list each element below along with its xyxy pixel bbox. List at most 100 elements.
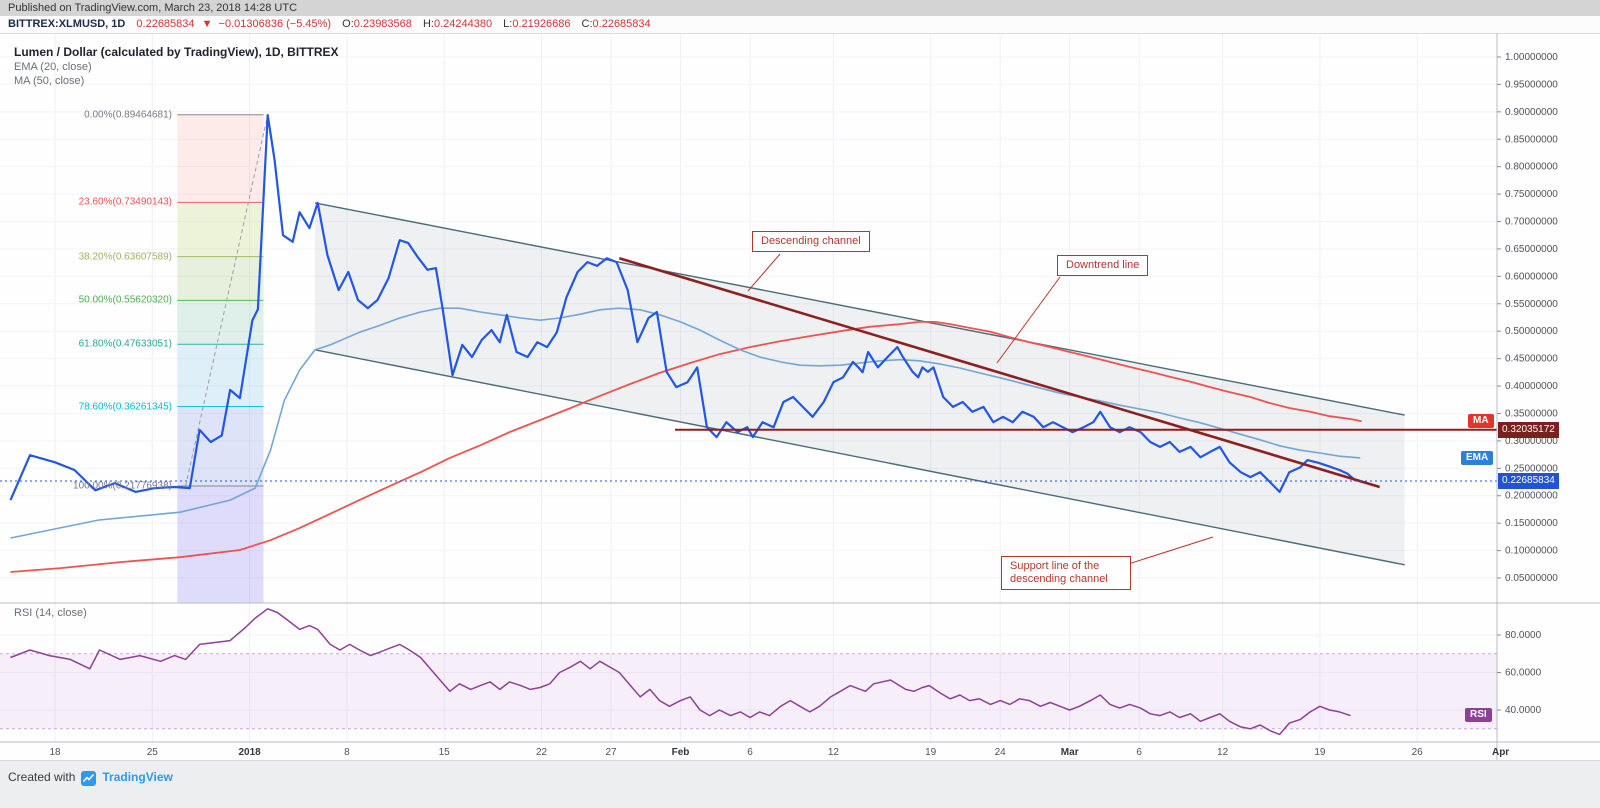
fib-band[interactable] [177, 256, 264, 301]
callout-downtrend-line[interactable]: Downtrend line [1057, 255, 1149, 276]
price-axis-label: 0.55000000 [1505, 299, 1558, 310]
published-text: Published on TradingView.com, March 23, … [8, 2, 298, 14]
open-label: O: [342, 18, 354, 30]
time-axis-label: 24 [995, 747, 1007, 758]
fib-band[interactable] [177, 202, 264, 257]
price-axis-label: 0.65000000 [1505, 244, 1558, 255]
price-axis-label: 0.30000000 [1505, 436, 1558, 447]
fib-band[interactable] [177, 344, 264, 407]
rsi-value-badge: RSI [1465, 708, 1492, 722]
fib-level-label: 61.80%(0.47633051) [78, 338, 172, 350]
close-value: 0.22685834 [592, 18, 651, 30]
fib-level-label: 50.00%(0.55620320) [78, 294, 172, 306]
legend-ma: MA (50, close) [14, 75, 85, 87]
price-axis-label: 0.15000000 [1505, 518, 1558, 529]
callout-descending-channel-text: Descending channel [761, 235, 861, 247]
time-axis-label: Mar [1061, 747, 1079, 758]
price-axis-label: 0.70000000 [1505, 217, 1558, 228]
time-axis-label: 6 [747, 747, 753, 758]
price-axis-label: 1.00000000 [1505, 52, 1558, 63]
price-axis-label: 0.40000000 [1505, 381, 1558, 392]
open-value: 0.23983568 [353, 18, 412, 30]
fib-band[interactable] [177, 114, 264, 203]
time-axis-label: 12 [828, 747, 840, 758]
fib-level-label: 78.60%(0.36261345) [78, 401, 172, 413]
time-axis-label: 26 [1412, 747, 1424, 758]
price-axis-label: 0.50000000 [1505, 326, 1558, 337]
time-axis-label: Apr [1492, 747, 1509, 758]
time-axis-label: 27 [605, 747, 617, 758]
legend-title: Lumen / Dollar (calculated by TradingVie… [14, 45, 339, 59]
price-axis-label: 0.95000000 [1505, 79, 1558, 90]
fib-trendline[interactable] [185, 115, 269, 486]
last-price-tag: 0.22685834 [1498, 473, 1559, 489]
fib-band[interactable] [177, 485, 264, 603]
footer: Created with TradingView [0, 760, 1600, 808]
callout-descending-channel[interactable]: Descending channel [752, 231, 870, 252]
callout-support-line-text-2: descending channel [1010, 573, 1108, 585]
price-axis-label: 0.90000000 [1505, 107, 1558, 118]
high-label: H: [422, 18, 434, 30]
symbol-bar: BITTREX:XLMUSD, 1D 0.22685834 ▼ −0.01306… [0, 16, 1600, 33]
ema-value-badge: EMA [1461, 451, 1494, 465]
time-axis-label: 15 [439, 747, 451, 758]
channel-lower-line[interactable] [314, 349, 1405, 566]
rsi-axis-label: 60.0000 [1505, 668, 1542, 679]
high-value: 0.24244380 [433, 18, 493, 30]
callout-support-line-text-1: Support line of the [1010, 560, 1100, 572]
price-axis-label: 0.85000000 [1505, 134, 1558, 145]
callout-pointer-line [747, 253, 781, 292]
price-axis-label: 0.05000000 [1505, 573, 1558, 584]
time-axis-label: Feb [672, 747, 690, 758]
main-chart-canvas[interactable]: 1.00000000 0.95000000 0.90000000 0.85000000… [0, 33, 1600, 760]
rsi-axis-label: 40.0000 [1505, 705, 1542, 716]
hline-price-tag: 0.32035172 [1498, 422, 1559, 438]
callout-support-line[interactable]: Support line of the descending channel [1001, 556, 1131, 590]
ma-line[interactable] [10, 321, 1362, 573]
price-axis-label: 0.25000000 [1505, 463, 1558, 474]
time-axis-label: 8 [344, 747, 350, 758]
price-axis-label: 0.60000000 [1505, 271, 1558, 282]
low-label: L: [503, 18, 513, 30]
callout-downtrend-line-text: Downtrend line [1066, 259, 1140, 271]
time-axis-label: 19 [925, 747, 937, 758]
time-axis-label: 25 [147, 747, 159, 758]
ema-line[interactable] [10, 307, 1361, 539]
time-axis-label: 12 [1217, 747, 1229, 758]
created-with-text: Created with [8, 770, 76, 784]
down-arrow-icon: ▼ [201, 18, 213, 30]
published-bar: Published on TradingView.com, March 23, … [0, 0, 1600, 16]
close-label: C: [581, 18, 593, 30]
price-axis-label: 0.20000000 [1505, 491, 1558, 502]
price-change-text: −0.01306836 (−5.45%) [218, 18, 332, 30]
low-value: 0.21926686 [512, 18, 571, 30]
legend-ema: EMA (20, close) [14, 61, 92, 73]
tradingview-logo-icon [81, 771, 97, 789]
fib-level-label: 38.20%(0.63607589) [78, 251, 172, 263]
fib-band[interactable] [177, 406, 264, 486]
rsi-line[interactable] [10, 608, 1351, 736]
price-axis-label: 0.35000000 [1505, 408, 1558, 419]
downtrend-line[interactable] [618, 257, 1381, 489]
callout-pointer-line [996, 276, 1061, 364]
fib-level-label: 100.00%(0.21776938) [73, 480, 172, 492]
fib-level-label: 0.00%(0.89464681) [84, 109, 172, 121]
time-axis-label: 6 [1136, 747, 1142, 758]
price-axis-label: 0.75000000 [1505, 189, 1558, 200]
legend-rsi: RSI (14, close) [14, 607, 87, 619]
rsi-axis-label: 80.0000 [1505, 630, 1542, 641]
price-axis-label: 0.80000000 [1505, 162, 1558, 173]
last-price-text: 0.22685834 [136, 18, 195, 30]
price-axis-label: 0.10000000 [1505, 546, 1558, 557]
callout-pointer-line [1121, 536, 1214, 567]
channel-upper-line[interactable] [314, 202, 1405, 416]
time-axis-label: 2018 [238, 747, 261, 758]
time-axis-label: 18 [49, 747, 61, 758]
symbol-name: BITTREX:XLMUSD, 1D [8, 18, 126, 30]
tradingview-link[interactable]: TradingView [102, 770, 173, 784]
time-axis-label: 19 [1314, 747, 1326, 758]
channel-fill[interactable] [314, 202, 1405, 565]
ma-value-badge: MA [1468, 414, 1494, 428]
time-axis-label: 22 [536, 747, 548, 758]
